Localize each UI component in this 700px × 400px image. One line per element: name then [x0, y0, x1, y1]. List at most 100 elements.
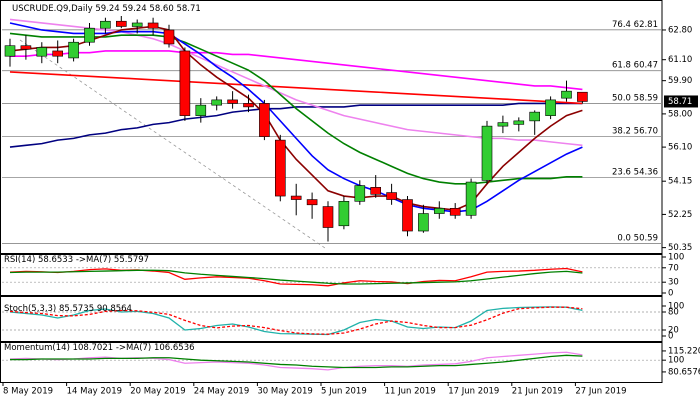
- series-name: ->MA(7): [116, 343, 151, 353]
- series-last-value: 108.7021: [73, 343, 114, 353]
- candle-body: [36, 47, 48, 57]
- candle-body: [274, 139, 286, 197]
- fib-price: 50.59: [634, 233, 658, 243]
- indicator-title: RSI(14) 58.6533 ->MA(7) 55.5797: [4, 255, 149, 265]
- series-name: ->MA(7): [76, 255, 111, 265]
- candle-body: [529, 111, 541, 122]
- current-price: 58.71: [668, 97, 692, 107]
- x-tick-label: 5 Jun 2019: [321, 387, 367, 397]
- candle-body: [211, 99, 222, 106]
- fib-ratio: 0.0: [617, 233, 631, 243]
- candle-body: [195, 104, 207, 116]
- x-tick-label: 11 Jun 2019: [385, 387, 436, 397]
- candle-body: [465, 181, 477, 216]
- candle-body: [386, 192, 397, 200]
- candle-body: [100, 20, 111, 29]
- candle-body: [449, 207, 461, 216]
- price-box: [664, 95, 698, 108]
- y-tick-label: 62.80: [668, 25, 692, 35]
- indicator-title: Stoch(5,3,3) 85.5735 90.8564: [4, 304, 132, 314]
- fib-label: 38.2 56.70: [612, 126, 658, 136]
- y-tick-label: 50.35: [668, 243, 692, 253]
- y-tick-label: 30: [668, 278, 679, 288]
- y-tick-label: 0: [668, 289, 673, 299]
- candle-body: [131, 22, 143, 27]
- candle-body: [433, 207, 445, 214]
- indicator-title: Momentum(14) 108.7021 ->MA(7) 106.6536: [4, 343, 195, 353]
- y-tick-label: 115.2206: [668, 346, 700, 356]
- x-tick-label: 27 Jun 2019: [575, 387, 626, 397]
- moving-average: [9, 32, 583, 185]
- indicator-name: Stoch(5,3,3): [4, 304, 56, 314]
- y-tick-label: 59.90: [668, 76, 692, 86]
- y-tick-label: 80.6576: [668, 367, 700, 377]
- title-value: 59.24: [122, 4, 146, 14]
- x-tick-label: 24 May 2019: [194, 387, 249, 397]
- moving-average: [9, 25, 583, 211]
- moving-average: [9, 71, 583, 105]
- candle-body: [163, 29, 175, 45]
- indicator-line: [9, 306, 583, 335]
- candle-body: [84, 27, 95, 43]
- y-tick-label: 54.15: [668, 177, 692, 187]
- series-last-value: 58.6533: [38, 255, 73, 265]
- candle-body: [4, 45, 16, 57]
- fib-price: 62.81: [634, 19, 658, 29]
- panel-frame: [0, 254, 663, 296]
- indicator-name: Momentum(14): [4, 343, 70, 353]
- candle-body: [259, 103, 270, 137]
- series-last-value: 90.8564: [97, 304, 132, 314]
- x-tick-label: 20 May 2019: [130, 387, 185, 397]
- indicator-line: [9, 269, 583, 285]
- fib-label: 76.4 62.81: [612, 19, 658, 29]
- fib-label: 23.6 54.36: [612, 167, 658, 177]
- x-tick-label: 8 May 2019: [3, 387, 53, 397]
- candle-body: [306, 199, 318, 206]
- y-tick-label: 100: [668, 302, 684, 312]
- candle-body: [561, 90, 572, 99]
- x-tick-label: 21 Jun 2019: [512, 387, 563, 397]
- indicator-name: RSI(14): [4, 255, 35, 265]
- candle-body: [147, 22, 159, 29]
- moving-average: [10, 50, 583, 91]
- moving-average: [9, 102, 583, 148]
- panel-frame: [0, 296, 663, 342]
- fib-ratio: 50.0: [612, 93, 631, 103]
- candle-body: [243, 103, 254, 108]
- candle-body: [402, 199, 413, 232]
- fib-ratio: 61.8: [612, 60, 631, 70]
- candle-body: [290, 195, 302, 200]
- candle-body: [116, 20, 127, 27]
- candle-body: [497, 122, 509, 127]
- y-tick-label: 70: [668, 263, 679, 273]
- x-tick-label: 17 Jun 2019: [448, 387, 499, 397]
- candle-body: [354, 185, 366, 202]
- candle-body: [577, 91, 588, 102]
- candle-body: [545, 99, 556, 116]
- series-last-value: 106.6536: [154, 343, 195, 353]
- y-tick-label: 80: [668, 308, 679, 318]
- fib-ratio: 76.4: [612, 19, 631, 29]
- indicator-line: [9, 351, 583, 371]
- candle-body: [52, 50, 64, 57]
- series-last-value: 85.5735: [59, 304, 94, 314]
- fib-ratio: 38.2: [612, 126, 631, 136]
- candle-body: [418, 213, 429, 232]
- candle-body: [338, 201, 350, 227]
- y-tick-label: 20: [668, 326, 679, 336]
- candle-body: [20, 45, 32, 50]
- y-tick-label: 61.10: [668, 55, 692, 65]
- panel-frame: [0, 342, 663, 383]
- fib-price: 60.47: [634, 60, 658, 70]
- y-tick-label: 58.00: [668, 109, 692, 119]
- indicator-line: [10, 354, 583, 369]
- candle-body: [481, 125, 493, 181]
- candle-body: [227, 99, 238, 104]
- fib-label: 0.0 50.59: [617, 233, 658, 243]
- candle-body: [68, 41, 79, 59]
- y-tick-label: 52.25: [668, 210, 692, 220]
- title-value: 58.71: [176, 4, 200, 14]
- fib-price: 56.70: [634, 126, 658, 136]
- candle-body: [179, 50, 191, 116]
- fib-label: 50.0 58.59: [612, 93, 658, 103]
